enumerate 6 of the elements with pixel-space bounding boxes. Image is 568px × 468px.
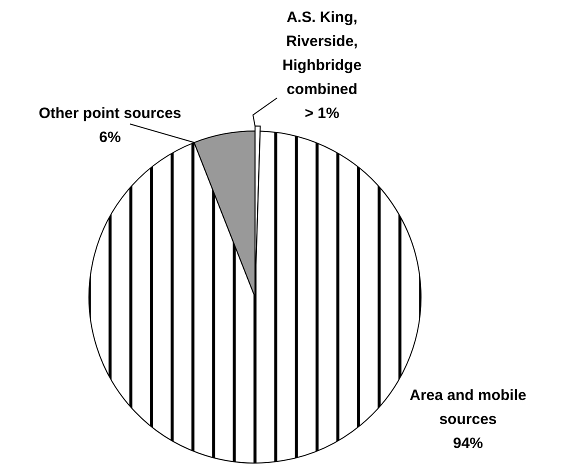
data-label: 6% bbox=[99, 129, 121, 146]
slice-label: Other point sources bbox=[38, 105, 182, 122]
slice-label: A.S. King, Riverside, Highbridge combined bbox=[282, 9, 362, 98]
data-label: 94% bbox=[452, 435, 484, 452]
data-label: > 1% bbox=[304, 105, 340, 122]
slice-label: Area and mobile sources bbox=[410, 387, 526, 428]
